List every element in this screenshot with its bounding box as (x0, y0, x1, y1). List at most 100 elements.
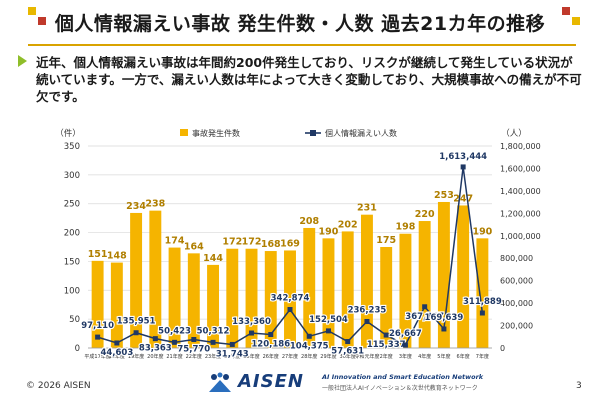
bar (437, 201, 450, 348)
line-point (133, 330, 139, 336)
right-tick-label: 600,000 (500, 277, 533, 286)
bar (284, 250, 296, 348)
title-square-red-icon (38, 17, 46, 25)
bar-value-label: 253 (434, 190, 454, 201)
bar (226, 248, 239, 348)
category-label: 29年度 (320, 353, 336, 360)
bar (264, 251, 277, 348)
bar (245, 248, 258, 348)
category-label: 25年度 (243, 353, 259, 360)
bar-value-label: 169 (280, 238, 300, 249)
logo-text: AISEN (238, 371, 304, 392)
category-label: 23年度 (205, 353, 221, 360)
bar-value-label: 190 (472, 226, 492, 237)
legend-line-marker (310, 130, 316, 136)
left-tick-label: 250 (64, 200, 80, 210)
bar (457, 205, 470, 348)
left-axis-unit: （件） (55, 128, 81, 139)
intro-text-block: 近年、個人情報漏えい事故は年間約200件発生しており、リスクが継続して発生してい… (18, 54, 584, 105)
logo-tagline: AI Innovation and Smart Education Networ… (322, 373, 484, 381)
title-square-yellow-icon (28, 7, 36, 15)
title-bar: 個人情報漏えい事故 発生件数・人数 過去21カ年の推移 (0, 0, 600, 48)
line-value-label: 26,667 (389, 329, 422, 339)
category-label: 5年度 (437, 353, 450, 360)
category-label: 30年度 (340, 353, 356, 360)
line-point (364, 318, 370, 324)
category-label: 26年度 (263, 353, 279, 360)
line-value-label: 31,743 (216, 349, 249, 359)
category-label: 6年度 (457, 353, 470, 360)
line-point (383, 332, 389, 338)
bar (476, 238, 489, 348)
bar (418, 221, 431, 348)
category-label: 22年度 (186, 353, 202, 360)
category-label: 令和元年度 (354, 353, 379, 360)
intro-text: 近年、個人情報漏えい事故は年間約200件発生しており、リスクが継続して発生してい… (36, 55, 582, 104)
bar (207, 264, 220, 348)
bar (110, 262, 123, 348)
bar-value-label: 164 (184, 241, 204, 252)
bar-value-label: 190 (319, 226, 339, 237)
bar (187, 253, 200, 348)
bar-value-label: 234 (126, 201, 146, 212)
legend-bar-label: 事故発生件数 (192, 128, 240, 138)
line-point (460, 164, 466, 170)
right-tick-label: 1,800,000 (500, 142, 541, 151)
category-label: 27年度 (282, 353, 298, 360)
line-value-label: 311,889 (463, 297, 502, 307)
left-tick-label: 100 (64, 286, 80, 296)
left-tick-label: 350 (64, 142, 80, 152)
line-value-label: 152,504 (309, 315, 348, 325)
line-value-label: 115,337 (367, 340, 406, 350)
bar-value-label: 175 (376, 235, 396, 246)
left-tick-label: 150 (64, 257, 80, 267)
legend-line-label: 個人情報漏えい人数 (325, 128, 397, 138)
line-value-label: 236,235 (348, 305, 387, 315)
category-label: 20年度 (147, 353, 163, 360)
bar-value-label: 148 (107, 251, 127, 262)
right-tick-label: 1,400,000 (500, 187, 541, 196)
category-label: 3年度 (399, 353, 412, 360)
line-value-label: 97,110 (81, 321, 114, 331)
line-point (422, 304, 428, 310)
bar (91, 260, 104, 348)
chart: 0 50 100 150 200 250 300 350 0 200,000 400,000 600,… (55, 128, 541, 361)
line-value-label: 367,337 (405, 312, 444, 322)
bar-value-label: 144 (203, 253, 223, 264)
line-value-label: 104,375 (290, 341, 329, 351)
left-tick-label: 300 (64, 171, 80, 181)
category-label: 21年度 (166, 353, 182, 360)
line-point (191, 336, 197, 342)
bar-value-label: 247 (453, 193, 473, 204)
line-value-label: 342,874 (271, 294, 310, 304)
title-square-yellow-icon (572, 17, 580, 25)
line-value-label: 50,312 (197, 326, 230, 336)
bar-value-label: 238 (145, 199, 165, 210)
bar-value-label: 208 (299, 216, 319, 227)
bar (380, 247, 393, 348)
category-label: 19年度 (128, 353, 144, 360)
line-point (306, 333, 312, 339)
category-label: 4年度 (418, 353, 431, 360)
line-value-label: 50,423 (158, 326, 191, 336)
line-value-label: 57,631 (331, 347, 364, 357)
legend-bar-swatch (180, 129, 188, 136)
title-underline (28, 44, 576, 46)
category-label: 28年度 (301, 353, 317, 360)
right-tick-label: 1,000,000 (500, 232, 541, 241)
right-axis-unit: （人） (501, 128, 527, 139)
line-value-label: 44,603 (100, 348, 133, 358)
bar-value-label: 220 (415, 209, 435, 220)
category-label: 18年度 (109, 353, 125, 360)
page-number: 3 (576, 381, 582, 391)
right-tick-label: 1,200,000 (500, 209, 541, 218)
page-title: 個人情報漏えい事故 発生件数・人数 過去21カ年の推移 (54, 13, 546, 35)
bar (149, 210, 162, 348)
line-point (287, 307, 293, 313)
aisen-logo-icon (209, 372, 231, 392)
bar-value-label: 151 (88, 249, 108, 260)
bar (399, 233, 412, 348)
bullet-triangle-icon (18, 55, 27, 67)
line-value-label: 120,186 (251, 340, 290, 350)
line-value-label: 135,951 (117, 317, 156, 327)
